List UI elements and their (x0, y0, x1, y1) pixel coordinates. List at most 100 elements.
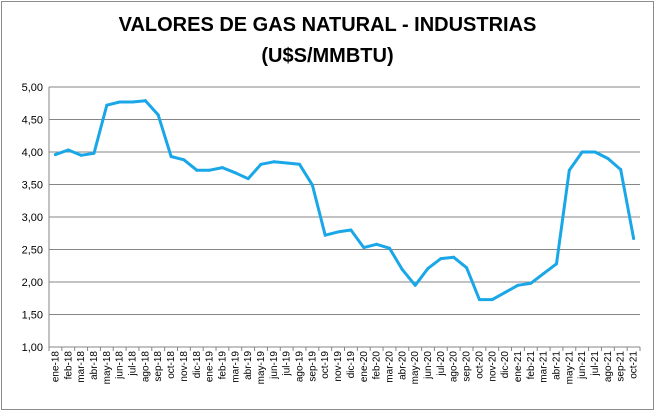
data-point (220, 166, 224, 170)
y-tick-label: 4,50 (22, 115, 43, 127)
data-point (465, 266, 469, 270)
x-tick-label: jul-18 (128, 351, 139, 377)
x-tick-label: jun-20 (423, 351, 434, 380)
x-tick-label: jul-19 (282, 351, 293, 377)
x-tick-label: sep-19 (307, 351, 318, 382)
data-point (387, 246, 391, 250)
x-tick-label: abr-19 (243, 351, 254, 380)
data-point (118, 100, 122, 104)
data-point (503, 290, 507, 294)
data-point (169, 155, 173, 159)
data-point (516, 283, 520, 287)
x-tick-label: dic-20 (500, 351, 511, 379)
data-point (195, 168, 199, 172)
x-tick-label: oct-19 (320, 351, 331, 379)
x-tick-label: mar-18 (76, 351, 87, 383)
series-line (53, 99, 636, 302)
data-point (298, 162, 302, 166)
data-point (606, 157, 610, 160)
data-point (272, 160, 276, 164)
gridlines (49, 86, 640, 348)
x-tick-label: feb-20 (372, 351, 383, 380)
x-tick-label: oct-20 (474, 351, 485, 379)
y-tick-label: 4,00 (22, 147, 43, 159)
x-tick-label: jun-21 (577, 351, 588, 380)
series (53, 99, 636, 302)
chart-title-line2: (U$S/MMBTU) (261, 45, 394, 67)
y-tick-label: 3,00 (22, 212, 43, 224)
data-point (105, 103, 109, 107)
data-point (92, 151, 96, 155)
x-tick-label: mar-21 (539, 351, 550, 383)
x-tick-label: feb-19 (217, 351, 228, 380)
x-axis: ene-18 feb-18 mar-18 abr-18 may-18 jun-18 jul-… (48, 346, 641, 385)
data-point (400, 268, 404, 272)
x-tick-label: nov-20 (487, 351, 498, 382)
x-tick-label: sep-21 (616, 351, 627, 382)
chart-title-line1: VALORES DE GAS NATURAL - INDUSTRIAS (118, 14, 537, 36)
x-tick-label: abr-21 (551, 351, 562, 380)
y-tick-label: 1,50 (22, 310, 43, 322)
x-tick-label: dic-18 (192, 351, 203, 379)
y-tick-label: 5,00 (22, 82, 43, 94)
data-point (143, 99, 147, 103)
data-point (632, 236, 636, 240)
data-point (349, 228, 353, 232)
x-tick-label: feb-18 (63, 351, 74, 380)
x-tick-label: ago-21 (603, 351, 614, 383)
x-tick-label: ago-19 (295, 351, 306, 383)
x-tick-label: jul-20 (436, 351, 447, 377)
x-tick-label: mar-20 (384, 351, 395, 383)
data-point (580, 150, 584, 154)
data-point (323, 233, 327, 237)
x-tick-label: abr-20 (397, 351, 408, 380)
x-tick-label: jun-18 (115, 351, 126, 380)
data-point (285, 161, 289, 165)
data-point (452, 255, 456, 259)
x-tick-label: dic-19 (346, 351, 357, 379)
x-tick-label: ene-18 (50, 351, 61, 383)
data-point (413, 283, 417, 287)
x-tick-label: abr-18 (89, 351, 100, 380)
data-point (156, 113, 160, 117)
data-point (362, 246, 366, 250)
x-tick-label: oct-21 (629, 351, 640, 379)
data-point (529, 281, 533, 285)
x-tick-label: oct-18 (166, 351, 177, 379)
y-tick-label: 2,00 (22, 277, 43, 289)
data-point (182, 158, 186, 162)
x-tick-label: ene-21 (513, 351, 524, 383)
x-tick-label: mar-19 (230, 351, 241, 383)
data-point (375, 242, 379, 246)
data-point (208, 168, 212, 172)
x-tick-label: sep-20 (462, 351, 473, 382)
data-point (567, 168, 571, 172)
x-tick-label: ago-18 (140, 351, 151, 383)
data-point (66, 148, 70, 152)
x-tick-label: ago-20 (449, 351, 460, 383)
data-point (593, 150, 597, 154)
y-tick-label: 2,50 (22, 245, 43, 257)
y-tick-label: 3,50 (22, 180, 43, 192)
data-point (619, 168, 623, 172)
x-tick-label: may-19 (256, 351, 267, 385)
data-point (79, 153, 83, 157)
x-tick-label: jul-21 (590, 351, 601, 377)
data-point (554, 262, 558, 266)
data-point (439, 257, 443, 261)
data-point (490, 298, 494, 302)
data-point (233, 171, 237, 175)
y-axis: 1,00 1,50 2,00 2,50 3,00 3,50 4,00 4,50 5,00 (22, 82, 50, 354)
data-point (336, 230, 340, 234)
x-tick-label: may-18 (102, 351, 113, 385)
x-tick-label: ene-19 (205, 351, 216, 383)
data-point (310, 183, 314, 187)
data-point (131, 100, 135, 104)
data-point (246, 177, 250, 181)
x-tick-label: ene-20 (359, 351, 370, 383)
data-point (426, 266, 430, 270)
x-tick-label: sep-18 (153, 351, 164, 382)
x-tick-label: nov-18 (179, 351, 190, 382)
y-tick-label: 1,00 (22, 342, 43, 354)
x-tick-label: feb-21 (526, 351, 537, 380)
